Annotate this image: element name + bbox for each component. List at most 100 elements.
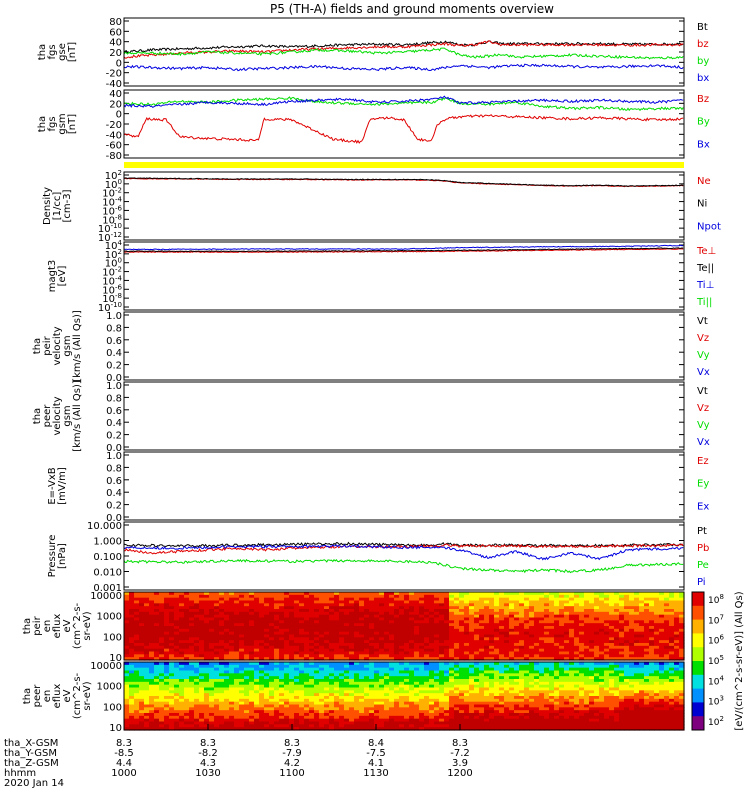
spectrogram-cell [439,606,445,610]
spectrogram-cell [254,664,260,669]
spectrogram-cell [264,657,270,661]
spectrogram-cell [389,664,395,669]
spectrogram-cell [319,667,325,672]
spectrogram-cell [149,667,155,672]
spectrogram-cell [529,648,535,653]
spectrogram-cell [369,667,375,672]
spectrogram-cell [369,715,375,720]
spectrogram-cell [154,679,160,683]
spectrogram-cell [269,690,275,694]
spectrogram-cell [509,707,515,711]
spectrogram-cell [269,710,275,714]
spectrogram-cell [269,643,275,647]
spectrogram-cell [479,724,485,728]
spectrogram-cell [269,698,275,703]
spectrogram-cell [354,679,360,683]
spectrogram-cell [134,681,140,686]
spectrogram-cell [424,715,430,720]
spectrogram-cell [454,634,460,638]
spectrogram-cell [534,690,540,694]
spectrogram-cell [469,640,475,644]
spectrogram-cell [139,606,145,610]
spectrogram-cell [539,628,545,633]
spectrogram-cell [189,600,195,604]
spectrogram-cell [549,631,555,636]
spectrogram-cell [194,698,200,703]
spectrogram-cell [674,640,680,644]
spectrogram-cell [149,670,155,674]
spectrogram-cell [469,701,475,706]
spectrogram-cell [649,606,655,610]
spectrogram-cell [279,667,285,672]
spectrogram-cell [464,620,470,624]
spectrogram-cell [679,609,685,613]
spectrogram-cell [339,603,345,607]
spectrogram-cell [539,600,545,604]
spectrogram-cell [389,645,395,650]
spectrogram-cell [564,648,570,653]
spectrogram-cell [594,634,600,638]
spectrogram-cell [409,670,415,674]
spectrogram-cell [469,687,475,691]
spectrogram-cell [534,724,540,728]
spectrogram-cell [574,606,580,610]
spectrogram-cell [164,592,170,596]
spectrogram-cell [134,603,140,607]
spectrogram-cell [409,628,415,633]
spectrogram-cell [179,643,185,647]
spectrogram-cell [254,718,260,723]
spectrogram-cell [269,684,275,689]
spectrogram-cell [289,690,295,694]
spectrogram-cell [174,597,180,602]
spectrogram-cell [339,620,345,624]
spectrogram-cell [184,617,190,621]
spectrogram-cell [604,611,610,616]
spectrogram-cell [284,620,290,624]
spectrogram-cell [529,676,535,680]
spectrogram-cell [374,701,380,706]
spectrogram-cell [284,696,290,700]
spectrogram-cell [479,628,485,633]
tick-exponent: -8 [115,213,122,221]
spectrogram-cell [514,651,520,655]
spectrogram-cell [549,643,555,647]
spectrogram-cell [309,687,315,691]
spectrogram-cell [189,640,195,644]
spectrogram-cell [504,710,510,714]
spectrogram-cell [354,623,360,627]
spectrogram-cell [224,667,230,672]
spectrogram-cell [314,651,320,655]
spectrogram-cell [339,592,345,596]
spectrogram-cell [194,592,200,596]
spectrogram-cell [459,634,465,638]
spectrogram-cell [514,626,520,630]
spectrogram-cell [399,687,405,691]
spectrogram-cell [254,643,260,647]
spectrogram-cell [274,648,280,653]
spectrogram-cell [414,609,420,613]
y-tick-label: 0.6 [106,406,122,417]
spectrogram-cell [614,594,620,599]
spectrogram-cell [134,727,140,731]
spectrogram-cell [329,681,335,686]
spectrogram-cell [194,664,200,669]
spectrogram-cell [224,651,230,655]
spectrogram-cell [349,687,355,691]
spectrogram-cell [659,594,665,599]
spectrogram-cell [199,684,205,689]
spectrogram-cell [509,724,515,728]
spectrogram-cell [679,654,685,658]
tick-exponent: -2 [115,187,122,195]
spectrogram-cell [324,614,330,619]
spectrogram-cell [474,690,480,694]
spectrogram-cell [414,667,420,672]
spectrogram-cell [309,721,315,725]
spectrogram-cell [374,667,380,672]
spectrogram-cell [424,648,430,653]
spectrogram-cell [484,727,490,731]
spectrogram-cell [164,614,170,619]
spectrogram-cell [239,724,245,728]
spectrogram-cell [554,648,560,653]
spectrogram-cell [229,684,235,689]
spectrogram-cell [154,637,160,641]
